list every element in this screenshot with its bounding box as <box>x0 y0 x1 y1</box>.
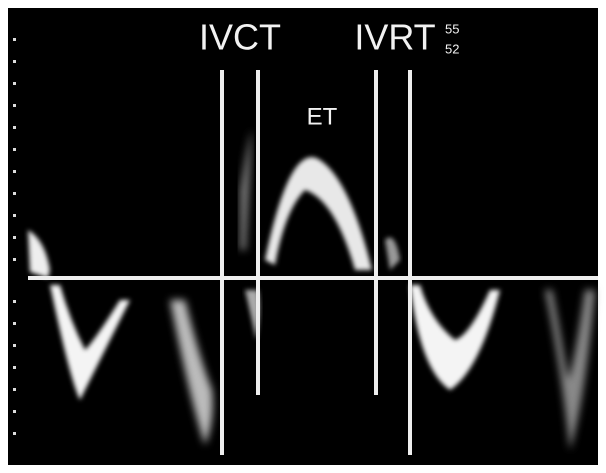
top-number: 55 <box>445 21 459 36</box>
image-background <box>8 8 598 465</box>
bottom-number: 52 <box>445 41 459 56</box>
doppler-image: IVCT IVRT 55 52 ET <box>0 0 606 473</box>
et-label: ET <box>307 103 338 130</box>
page: IVCT IVRT 55 52 ET (() => { const data =… <box>0 0 606 473</box>
ivct-label: IVCT <box>199 17 281 58</box>
ivrt-label: IVRT <box>354 17 435 58</box>
